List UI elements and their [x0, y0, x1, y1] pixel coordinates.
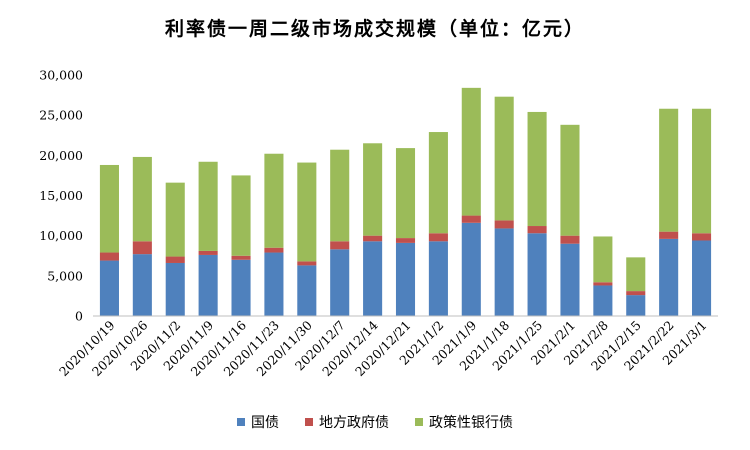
bar-segment	[527, 226, 547, 234]
bar-segment	[494, 220, 514, 229]
bar-segment	[264, 252, 284, 316]
bar-segment	[626, 291, 646, 296]
bar-segment	[363, 235, 383, 242]
y-tick-label: 0	[75, 309, 83, 324]
bar-segment	[527, 111, 547, 227]
bar-segment	[461, 215, 481, 223]
bar-segment	[560, 243, 580, 316]
x-axis: 2020/10/192020/10/262020/11/22020/11/920…	[56, 315, 718, 379]
legend-item: 地方政府债	[305, 412, 389, 432]
bar-segment	[527, 233, 547, 316]
bar-segment	[330, 149, 350, 242]
bar-segment	[461, 222, 481, 316]
bar-segment	[593, 282, 613, 286]
bar-segment	[165, 262, 185, 316]
bar-segment	[659, 231, 679, 239]
bar-segment	[428, 241, 448, 316]
legend-swatch	[305, 418, 313, 426]
bar-segment	[231, 175, 251, 256]
bar-segment	[395, 238, 416, 243]
bar-segment	[132, 241, 152, 255]
bar-segment	[692, 233, 712, 241]
bar-segment	[428, 233, 448, 242]
bar-segment	[330, 249, 350, 316]
bar-segment	[494, 228, 514, 316]
bar-segment	[659, 238, 679, 316]
bar-segment	[593, 236, 613, 283]
bar-segment	[231, 255, 251, 260]
bar-segment	[461, 87, 481, 216]
y-tick-label: 5,000	[47, 268, 83, 283]
bar-segment	[363, 143, 383, 236]
bar-segment	[264, 153, 284, 248]
legend-label: 地方政府债	[319, 415, 389, 431]
legend-swatch	[237, 418, 245, 426]
bar-segment	[297, 162, 317, 262]
y-tick-label: 10,000	[39, 228, 83, 243]
bar-segment	[626, 257, 646, 292]
y-tick-label: 30,000	[39, 68, 83, 83]
bar-segment	[560, 124, 580, 236]
bar-segment	[132, 156, 152, 242]
bar-segment	[560, 235, 580, 244]
bar-segment	[198, 161, 218, 251]
bar-segment	[593, 285, 613, 316]
bar-segment	[395, 148, 416, 239]
bar-segment	[198, 254, 218, 316]
bar-segment	[99, 252, 119, 261]
bar-segment	[264, 247, 284, 253]
bar-segment	[297, 265, 317, 316]
bar-segment	[428, 132, 448, 234]
bar-segment	[132, 254, 152, 316]
y-tick-label: 20,000	[39, 148, 83, 163]
chart-title: 利率债一周二级市场成交规模（单位：亿元）	[164, 18, 585, 40]
bar-segment	[198, 250, 218, 255]
bar-segment	[363, 241, 383, 316]
legend-label: 政策性银行债	[429, 415, 513, 431]
bar-segment	[99, 260, 119, 316]
y-axis: 0 5,000 10,000 15,000 20,000 25,000 30,000	[39, 68, 83, 324]
bar-segment	[231, 259, 251, 316]
y-tick-label: 25,000	[39, 108, 83, 123]
bar-segment	[692, 108, 712, 234]
bar-segment	[692, 240, 712, 316]
bar-segment	[659, 108, 679, 232]
bar-segment	[395, 242, 416, 316]
bar-segment	[165, 256, 185, 263]
bar-segment	[165, 182, 185, 257]
bar-segment	[99, 164, 119, 253]
bars-layer	[99, 87, 712, 316]
bar-segment	[330, 241, 350, 250]
bar-segment	[297, 261, 317, 266]
legend: 国债 地方政府债 政策性银行债	[0, 412, 750, 432]
legend-label: 国债	[251, 415, 279, 431]
legend-swatch	[415, 418, 423, 426]
legend-item: 国债	[237, 412, 279, 432]
bar-segment	[626, 295, 646, 316]
bar-segment	[494, 96, 514, 221]
y-tick-label: 15,000	[39, 188, 83, 203]
legend-item: 政策性银行债	[415, 412, 513, 432]
